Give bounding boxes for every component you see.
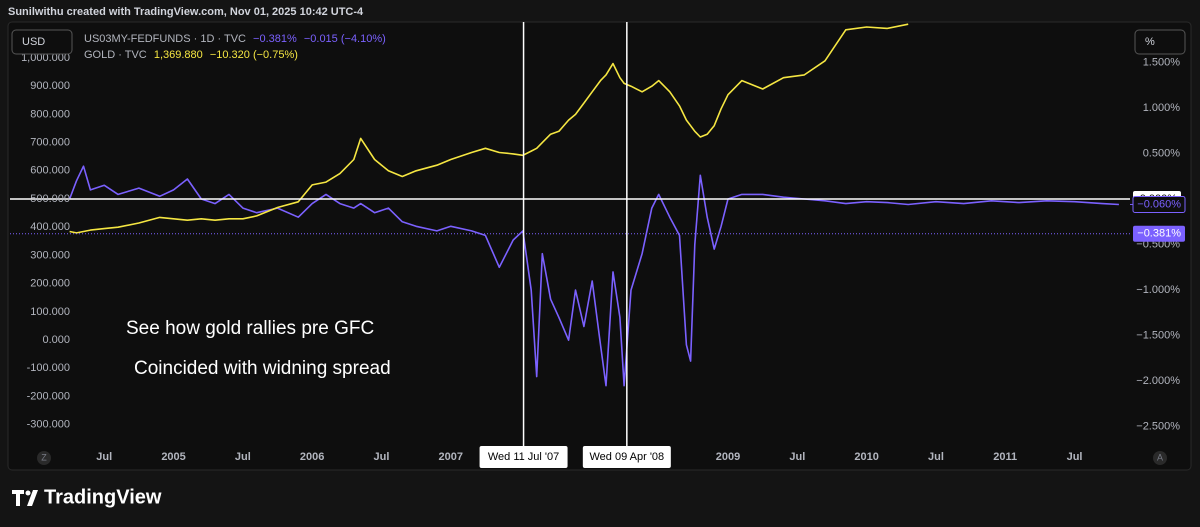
y2-tick-label: 0.500% <box>1143 147 1181 159</box>
y2-tick-label: −1.000% <box>1136 284 1180 296</box>
price-label-box <box>1132 195 1186 213</box>
header-text: Sunilwithu created with TradingView.com,… <box>8 6 364 18</box>
y-tick-label: 900.000 <box>30 80 70 92</box>
x-tick-label: 2005 <box>161 451 185 463</box>
price-label: −0.381% <box>1137 228 1181 240</box>
y-tick-label: 100.000 <box>30 306 70 318</box>
series-line <box>69 23 909 234</box>
annotation: See how gold rallies pre GFC <box>126 318 374 339</box>
y-tick-label: 800.000 <box>30 108 70 120</box>
x-tick-label: 2011 <box>993 451 1017 463</box>
y-tick-label: 600.000 <box>30 165 70 177</box>
legend-row: US03MY-FEDFUNDS · 1D · TVC −0.381% −0.01… <box>84 33 386 45</box>
crosshair-label-box <box>479 446 568 468</box>
y2-tick-label: −1.500% <box>1136 330 1180 342</box>
x-tick-label: Jul <box>235 451 251 463</box>
x-tick-label: 2010 <box>854 451 878 463</box>
y-tick-label: -200.000 <box>27 390 70 402</box>
axis-button[interactable] <box>1153 451 1167 465</box>
y-tick-label: 300.000 <box>30 249 70 261</box>
price-label: −0.060% <box>1137 198 1181 210</box>
currency-button[interactable] <box>11 29 73 55</box>
y-tick-label: 200.000 <box>30 278 70 290</box>
legend-value: 1,369.880 <box>154 49 203 61</box>
x-tick-label: Jul <box>1067 451 1083 463</box>
legend-row: GOLD · TVC 1,369.880 −10.320 (−0.75%) <box>84 49 298 61</box>
y-tick-label: 1,000.000 <box>21 52 70 64</box>
crosshair-label: Wed 09 Apr '08 <box>589 451 664 463</box>
currency-label[interactable]: USD <box>22 36 45 48</box>
unit-label[interactable]: % <box>1145 36 1155 48</box>
legend-name: US03MY-FEDFUNDS · 1D · TVC <box>84 33 246 45</box>
brand-logo <box>12 490 38 506</box>
y-tick-label: 0.000 <box>42 334 70 346</box>
logo-shape <box>27 490 38 506</box>
x-tick-label: Jul <box>374 451 390 463</box>
logo-shape <box>25 490 31 496</box>
logo-shape <box>16 490 20 506</box>
axis-button-label[interactable]: Z <box>41 452 47 462</box>
legend-change: −0.015 (−4.10%) <box>304 33 386 45</box>
brand-name: TradingView <box>44 486 162 508</box>
x-tick-label: Jul <box>928 451 944 463</box>
legend-change: −10.320 (−0.75%) <box>210 49 298 61</box>
y2-tick-label: 1.500% <box>1143 56 1181 68</box>
axis-button-label[interactable]: A <box>1157 452 1163 462</box>
y-tick-label: -300.000 <box>27 419 70 431</box>
y-tick-label: 400.000 <box>30 221 70 233</box>
x-tick-label: Jul <box>789 451 805 463</box>
chart-panel <box>7 21 1192 471</box>
y2-tick-label: −2.000% <box>1136 375 1180 387</box>
y2-tick-label: 1.000% <box>1143 102 1181 114</box>
crosshair-label-box <box>582 446 671 468</box>
legend-value: −0.381% <box>253 33 297 45</box>
crosshair-label: Wed 11 Jul '07 <box>488 451 559 463</box>
y-tick-label: -100.000 <box>27 362 70 374</box>
plot-area <box>10 23 1130 387</box>
price-label-box <box>1133 225 1185 242</box>
unit-button[interactable] <box>1134 29 1186 55</box>
y-tick-label: 700.000 <box>30 137 70 149</box>
axis-button[interactable] <box>37 451 51 465</box>
x-tick-label: 2006 <box>300 451 324 463</box>
x-tick-label: 2007 <box>439 451 463 463</box>
annotation: Coincided with widning spread <box>134 358 391 379</box>
y2-tick-label: −2.500% <box>1136 421 1180 433</box>
y-tick-label: 500.000 <box>30 193 70 205</box>
x-tick-label: 2009 <box>716 451 740 463</box>
x-tick-label: Jul <box>96 451 112 463</box>
legend-name: GOLD · TVC <box>84 49 147 61</box>
overlay: -300.000 -200.000 -100.000 0.000 100.000 200.… <box>21 22 1186 468</box>
